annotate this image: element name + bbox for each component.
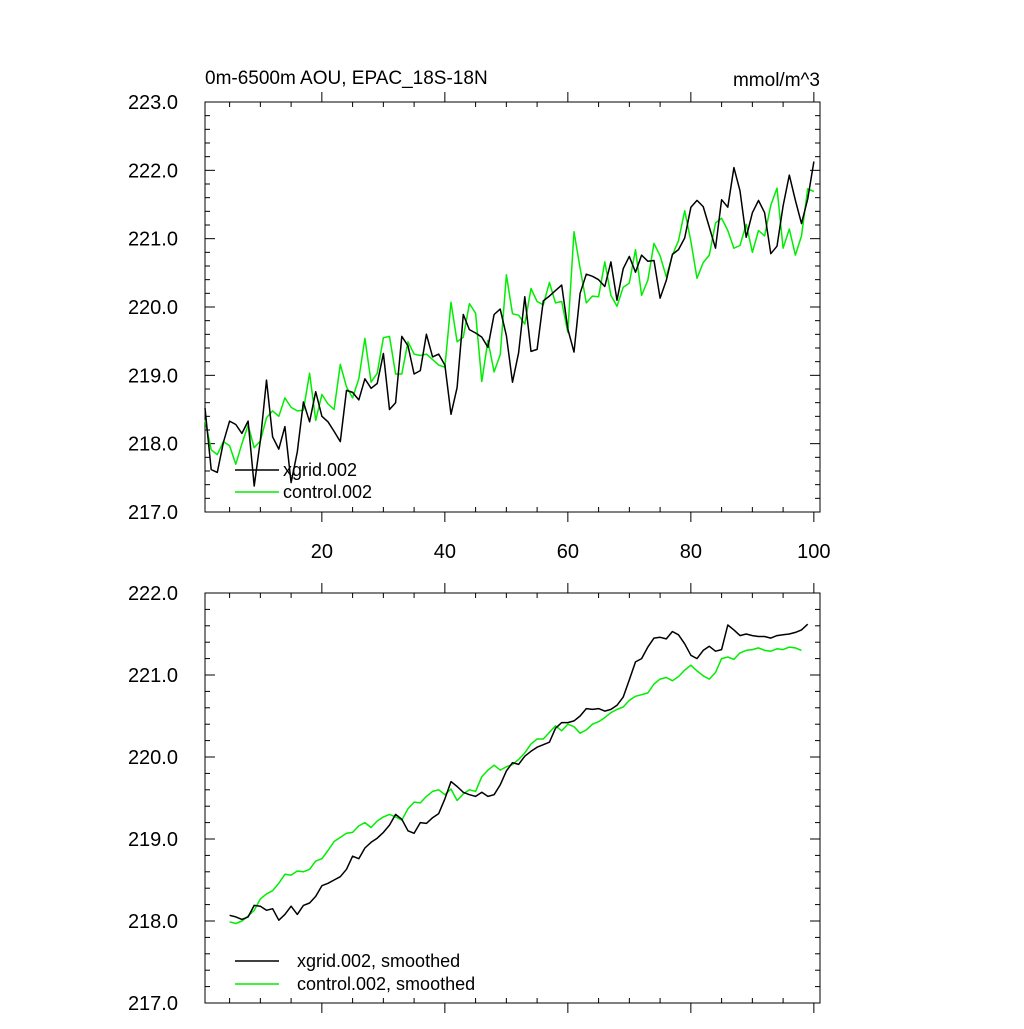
legend-label: control.002, smoothed [297, 974, 475, 994]
x-tick-label: 40 [434, 541, 456, 563]
y-tick-label: 219.0 [128, 829, 178, 851]
y-tick-label: 223.0 [128, 92, 178, 114]
bottom-panel: 217.0 218.0 219.0 220.0 221.0 222.0 xgrid.002,… [128, 583, 821, 1015]
x-tick-label: 100 [797, 541, 830, 563]
x-tick-label: 20 [311, 541, 333, 563]
top-panel: 0m-6500m AOU, EPAC_18S-18N mmol/m^3 217.… [128, 68, 831, 563]
series-line-control-002 [204, 187, 815, 465]
y-tick-label: 221.0 [128, 665, 178, 687]
legend-label: xgrid.002, smoothed [297, 951, 460, 971]
units-label: mmol/m^3 [733, 70, 820, 91]
series-line-control-002-smoothed [229, 646, 802, 925]
y-tick-label: 220.0 [128, 297, 178, 319]
y-tick-label: 217.0 [128, 502, 178, 524]
series-line-xgrid-002-smoothed [229, 623, 809, 921]
plot-frame [204, 592, 821, 1004]
x-tick-label: 60 [557, 541, 579, 563]
y-tick-label: 219.0 [128, 365, 178, 387]
y-tick-label: 218.0 [128, 911, 178, 933]
y-tick-label: 220.0 [128, 747, 178, 769]
y-tick-label: 221.0 [128, 229, 178, 251]
x-tick-label: 80 [680, 541, 702, 563]
y-tick-label: 222.0 [128, 583, 178, 605]
series-line-xgrid-002 [204, 161, 815, 487]
legend-label: xgrid.002 [283, 460, 357, 480]
legend-label: control.002 [283, 482, 372, 502]
chart-title: 0m-6500m AOU, EPAC_18S-18N [205, 68, 488, 89]
y-tick-label: 217.0 [128, 993, 178, 1015]
y-tick-label: 222.0 [128, 160, 178, 182]
y-tick-label: 218.0 [128, 434, 178, 456]
